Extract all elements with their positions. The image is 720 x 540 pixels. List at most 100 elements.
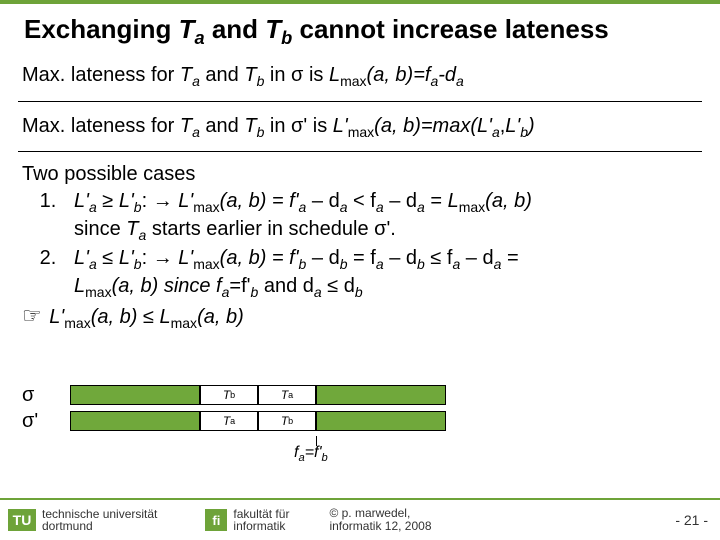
tu-logo-text: technische universität dortmund bbox=[42, 508, 157, 532]
credits: © p. marwedel, informatik 12, 2008 bbox=[329, 507, 431, 532]
c1-Lp: L' bbox=[178, 190, 193, 212]
c2-lb: L' bbox=[119, 247, 134, 269]
l1-tb: T bbox=[244, 64, 256, 86]
c2-laa: a bbox=[89, 256, 97, 272]
c2-eqf: = f bbox=[347, 247, 375, 269]
title-ta: T bbox=[179, 14, 195, 44]
slide-title: Exchanging Ta and Tb cannot increase lat… bbox=[24, 14, 696, 49]
c1-since: since bbox=[74, 218, 126, 240]
c2-eqfp: =f' bbox=[229, 275, 250, 297]
title-a: a bbox=[194, 28, 204, 48]
l2-close: ) bbox=[528, 115, 535, 137]
l1-ta: T bbox=[180, 64, 192, 86]
c1-then: : → bbox=[142, 190, 179, 212]
l1-max: max bbox=[340, 73, 366, 89]
c1-ab2: (a, b) bbox=[485, 190, 532, 212]
l2-mid: in σ' is bbox=[264, 115, 332, 137]
l1-tail: -d bbox=[438, 64, 456, 86]
l2-args: (a, b)=max( bbox=[374, 115, 477, 137]
case-2: 2. L'a ≤ L'b: → L'max(a, b) = f'b – db =… bbox=[22, 246, 698, 301]
c1-Ta: T bbox=[126, 218, 138, 240]
hand-icon: ☞ bbox=[22, 303, 42, 328]
sched-row-sigma: σ Tb Ta bbox=[22, 384, 698, 406]
cc-L: L bbox=[159, 306, 170, 328]
bar-sp-4 bbox=[316, 411, 446, 431]
sp-ta-a: a bbox=[230, 416, 235, 426]
s-tb-T: T bbox=[223, 388, 230, 402]
c1-ge: ≥ bbox=[97, 190, 119, 212]
l2-and: and bbox=[200, 115, 244, 137]
c2-eq: = bbox=[501, 247, 518, 269]
c2-ledb: ≤ d bbox=[322, 275, 355, 297]
c2-max: max bbox=[193, 256, 219, 272]
c2-m1: – d bbox=[306, 247, 339, 269]
page-number: - 21 - bbox=[675, 512, 708, 528]
slide-footer: TU technische universität dortmund fi fa… bbox=[0, 498, 720, 540]
c1-L: L bbox=[448, 190, 459, 212]
case-1: 1. L'a ≥ L'b: → L'max(a, b) = f'a – da <… bbox=[22, 189, 698, 244]
cc-Lp: L' bbox=[49, 306, 64, 328]
c2-then: : → bbox=[142, 247, 179, 269]
c2-Lp: L' bbox=[178, 247, 193, 269]
c2-fa: a bbox=[376, 256, 384, 272]
uni2: dortmund bbox=[42, 520, 157, 532]
c2-m3: – d bbox=[460, 247, 493, 269]
s-tb-b: b bbox=[230, 390, 235, 400]
c2-Lmax: (a, b) since f bbox=[112, 275, 222, 297]
sched-row-sigmaprime: σ' Ta Tb bbox=[22, 410, 698, 432]
l2-tb: T bbox=[244, 115, 256, 137]
c1-since2: starts earlier in schedule σ'. bbox=[146, 218, 396, 240]
fi-logo: fi fakultät für informatik bbox=[205, 508, 289, 532]
l2-max: max bbox=[348, 124, 374, 140]
tm-b: b bbox=[322, 452, 328, 464]
c2-max2: max bbox=[85, 284, 111, 300]
title-b: b bbox=[281, 28, 292, 48]
l1-L: L bbox=[329, 64, 340, 86]
l1-pre: Max. lateness for bbox=[22, 64, 180, 86]
c2-le: ≤ bbox=[97, 247, 119, 269]
s-ta-a: a bbox=[288, 390, 293, 400]
l2-Lp: L' bbox=[333, 115, 348, 137]
c1-fa: a bbox=[376, 199, 384, 215]
l2-ta: T bbox=[180, 115, 192, 137]
c2-la: L' bbox=[74, 247, 89, 269]
l2-a: a bbox=[192, 124, 200, 140]
l2-lbb: b bbox=[520, 124, 528, 140]
c1-lt: < f bbox=[347, 190, 375, 212]
fi-logo-text: fakultät für informatik bbox=[233, 508, 289, 532]
l1-and: and bbox=[200, 64, 244, 86]
c1-m1: – d bbox=[306, 190, 339, 212]
l2-lb: L' bbox=[505, 115, 520, 137]
title-and: and bbox=[205, 14, 266, 44]
cases-head: Two possible cases bbox=[22, 162, 698, 187]
sigmaprime-label: σ' bbox=[22, 410, 38, 433]
bar-s-ta: Ta bbox=[258, 385, 316, 405]
c1-max: max bbox=[193, 199, 219, 215]
line-1: Max. lateness for Ta and Tb in σ is Lmax… bbox=[18, 57, 702, 102]
sp-tb-b: b bbox=[288, 416, 293, 426]
c1-lbb: b bbox=[134, 199, 142, 215]
c2-lbb: b bbox=[134, 256, 142, 272]
line-2: Max. lateness for Ta and Tb in σ' is L'm… bbox=[18, 108, 702, 153]
c1-laa: a bbox=[89, 199, 97, 215]
c2-db2: b bbox=[417, 256, 425, 272]
c2-da2: a bbox=[314, 284, 322, 300]
tick-text: fa=f'b bbox=[294, 444, 328, 464]
l2-laa: a bbox=[492, 124, 500, 140]
l1-da: a bbox=[456, 73, 464, 89]
l1-a: a bbox=[192, 73, 200, 89]
bar-s-1 bbox=[70, 385, 200, 405]
fi-logo-mark: fi bbox=[205, 509, 227, 531]
sigma-label: σ bbox=[22, 384, 34, 407]
l1-args: (a, b)=f bbox=[367, 64, 431, 86]
c2-m2: – d bbox=[384, 247, 417, 269]
title-tb: T bbox=[265, 14, 281, 44]
fak2: informatik bbox=[233, 520, 289, 532]
bar-s-tb: Tb bbox=[200, 385, 258, 405]
c2-L: L bbox=[74, 275, 85, 297]
case1-num: 1. bbox=[22, 189, 74, 244]
cc-max2: max bbox=[171, 315, 197, 331]
cases-block: Two possible cases 1. L'a ≥ L'b: → L'max… bbox=[18, 158, 702, 301]
bar-sp-tb: Tb bbox=[258, 411, 316, 431]
cc-a2: (a, b) bbox=[197, 306, 244, 328]
